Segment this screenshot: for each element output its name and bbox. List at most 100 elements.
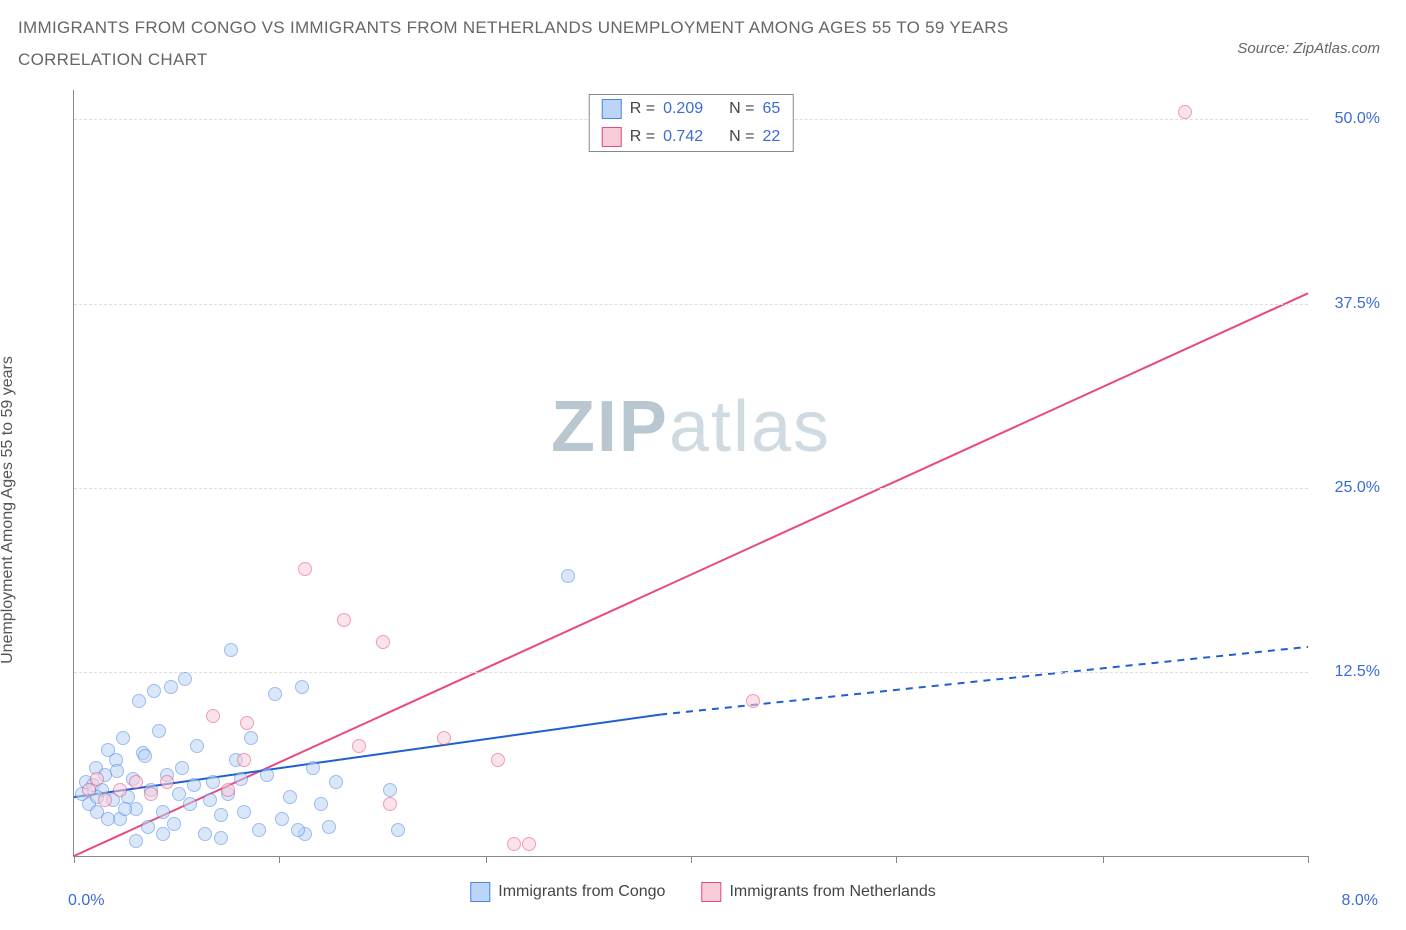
y-tick-label: 12.5% bbox=[1316, 663, 1380, 681]
point-congo bbox=[295, 680, 309, 694]
swatch-series1 bbox=[602, 99, 622, 119]
trend-lines bbox=[74, 90, 1308, 856]
point-netherlands bbox=[1178, 105, 1192, 119]
series-legend: Immigrants from Congo Immigrants from Ne… bbox=[470, 882, 935, 902]
point-congo bbox=[156, 827, 170, 841]
point-congo bbox=[329, 775, 343, 789]
point-congo bbox=[110, 764, 124, 778]
point-congo bbox=[314, 797, 328, 811]
y-tick-label: 25.0% bbox=[1316, 479, 1380, 497]
point-netherlands bbox=[160, 775, 174, 789]
x-origin-label: 0.0% bbox=[68, 892, 104, 910]
point-congo bbox=[175, 761, 189, 775]
point-congo bbox=[141, 820, 155, 834]
point-congo bbox=[187, 778, 201, 792]
point-congo bbox=[152, 724, 166, 738]
swatch-series2 bbox=[602, 127, 622, 147]
point-congo bbox=[234, 772, 248, 786]
point-netherlands bbox=[376, 635, 390, 649]
x-tick bbox=[691, 856, 692, 863]
point-congo bbox=[178, 672, 192, 686]
point-netherlands bbox=[507, 837, 521, 851]
r-value-series1: 0.209 bbox=[663, 100, 703, 118]
point-netherlands bbox=[522, 837, 536, 851]
point-congo bbox=[118, 802, 132, 816]
legend-item-series1: Immigrants from Congo bbox=[470, 882, 665, 902]
y-tick-label: 50.0% bbox=[1316, 110, 1380, 128]
point-congo bbox=[183, 797, 197, 811]
point-netherlands bbox=[298, 562, 312, 576]
x-tick bbox=[1103, 856, 1104, 863]
point-congo bbox=[167, 817, 181, 831]
point-netherlands bbox=[237, 753, 251, 767]
point-netherlands bbox=[337, 613, 351, 627]
point-congo bbox=[129, 834, 143, 848]
x-tick bbox=[896, 856, 897, 863]
x-max-label: 8.0% bbox=[1342, 892, 1378, 910]
point-congo bbox=[260, 768, 274, 782]
point-netherlands bbox=[144, 787, 158, 801]
point-congo bbox=[561, 569, 575, 583]
point-congo bbox=[291, 823, 305, 837]
point-congo bbox=[116, 731, 130, 745]
point-congo bbox=[164, 680, 178, 694]
x-tick bbox=[279, 856, 280, 863]
point-congo bbox=[138, 749, 152, 763]
point-congo bbox=[214, 831, 228, 845]
point-netherlands bbox=[491, 753, 505, 767]
point-netherlands bbox=[98, 793, 112, 807]
point-congo bbox=[252, 823, 266, 837]
point-congo bbox=[275, 812, 289, 826]
source-attribution: Source: ZipAtlas.com bbox=[1237, 40, 1380, 57]
point-congo bbox=[322, 820, 336, 834]
source-prefix: Source: bbox=[1237, 40, 1293, 57]
point-congo bbox=[198, 827, 212, 841]
source-name: ZipAtlas.com bbox=[1293, 40, 1380, 57]
gridline bbox=[74, 672, 1308, 673]
scatter-plot: ZIPatlas R = 0.209 N = 65 R = 0.742 N = … bbox=[73, 90, 1308, 857]
legend-label-series1: Immigrants from Congo bbox=[498, 883, 665, 901]
title-block: IMMIGRANTS FROM CONGO VS IMMIGRANTS FROM… bbox=[0, 0, 1406, 81]
y-axis-label: Unemployment Among Ages 55 to 59 years bbox=[0, 356, 17, 664]
legend-label-series2: Immigrants from Netherlands bbox=[729, 883, 935, 901]
point-congo bbox=[237, 805, 251, 819]
point-congo bbox=[206, 775, 220, 789]
point-netherlands bbox=[746, 694, 760, 708]
point-congo bbox=[244, 731, 258, 745]
y-tick-label: 37.5% bbox=[1316, 295, 1380, 313]
point-netherlands bbox=[113, 783, 127, 797]
title-line-2: CORRELATION CHART bbox=[18, 44, 1388, 76]
point-congo bbox=[214, 808, 228, 822]
point-netherlands bbox=[221, 783, 235, 797]
chart-area: Unemployment Among Ages 55 to 59 years Z… bbox=[18, 90, 1388, 912]
point-congo bbox=[147, 684, 161, 698]
point-congo bbox=[203, 793, 217, 807]
point-congo bbox=[391, 823, 405, 837]
gridline bbox=[74, 488, 1308, 489]
point-congo bbox=[172, 787, 186, 801]
point-congo bbox=[132, 694, 146, 708]
legend-row-series1: R = 0.209 N = 65 bbox=[590, 95, 793, 123]
point-congo bbox=[283, 790, 297, 804]
r-value-series2: 0.742 bbox=[663, 128, 703, 146]
point-netherlands bbox=[240, 716, 254, 730]
n-value-series2: 22 bbox=[762, 128, 780, 146]
x-tick bbox=[74, 856, 75, 863]
legend-item-series2: Immigrants from Netherlands bbox=[701, 882, 935, 902]
correlation-legend: R = 0.209 N = 65 R = 0.742 N = 22 bbox=[589, 94, 794, 152]
swatch-series2 bbox=[701, 882, 721, 902]
point-congo bbox=[190, 739, 204, 753]
x-tick bbox=[1308, 856, 1309, 863]
point-netherlands bbox=[206, 709, 220, 723]
x-tick bbox=[486, 856, 487, 863]
point-congo bbox=[306, 761, 320, 775]
point-congo bbox=[268, 687, 282, 701]
n-label: N = bbox=[729, 100, 754, 118]
point-congo bbox=[156, 805, 170, 819]
gridline bbox=[74, 304, 1308, 305]
point-netherlands bbox=[129, 775, 143, 789]
point-netherlands bbox=[90, 772, 104, 786]
swatch-series1 bbox=[470, 882, 490, 902]
point-congo bbox=[101, 812, 115, 826]
point-congo bbox=[224, 643, 238, 657]
